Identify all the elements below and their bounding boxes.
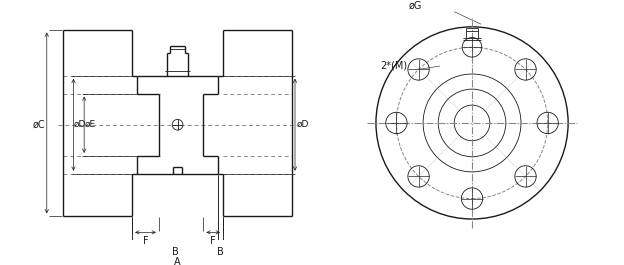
Text: øE: øE xyxy=(85,120,96,129)
Text: F: F xyxy=(210,236,216,246)
Text: B: B xyxy=(172,247,178,257)
Text: A: A xyxy=(174,257,181,265)
Text: øC: øC xyxy=(32,120,45,130)
Text: F: F xyxy=(143,236,149,246)
Text: øD: øD xyxy=(297,120,309,129)
Text: B: B xyxy=(217,247,223,257)
Text: øD: øD xyxy=(74,120,86,129)
Text: 2*(M): 2*(M) xyxy=(381,61,407,71)
Text: øG: øG xyxy=(409,1,422,11)
